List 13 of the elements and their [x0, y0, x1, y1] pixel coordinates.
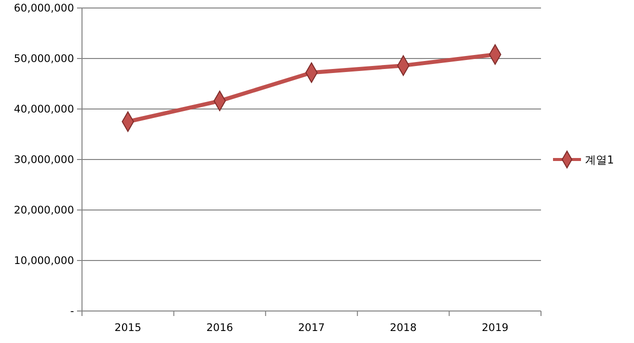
- x-tick-label: 2017: [298, 322, 325, 334]
- y-tick-label: 20,000,000: [14, 204, 74, 217]
- x-tick-label: 2018: [390, 322, 417, 334]
- y-tick-label: 10,000,000: [14, 255, 74, 268]
- y-tick-label: -: [70, 306, 74, 318]
- y-tick-label: 40,000,000: [14, 104, 74, 116]
- x-tick-label: 2016: [206, 322, 234, 334]
- y-tick-label: 50,000,000: [14, 53, 74, 66]
- x-tick-label: 2015: [114, 322, 142, 334]
- y-tick-label: 60,000,000: [14, 2, 74, 15]
- y-tick-label: 30,000,000: [14, 154, 74, 166]
- x-tick-label: 2019: [482, 322, 508, 334]
- legend-label: 계열1: [585, 153, 614, 166]
